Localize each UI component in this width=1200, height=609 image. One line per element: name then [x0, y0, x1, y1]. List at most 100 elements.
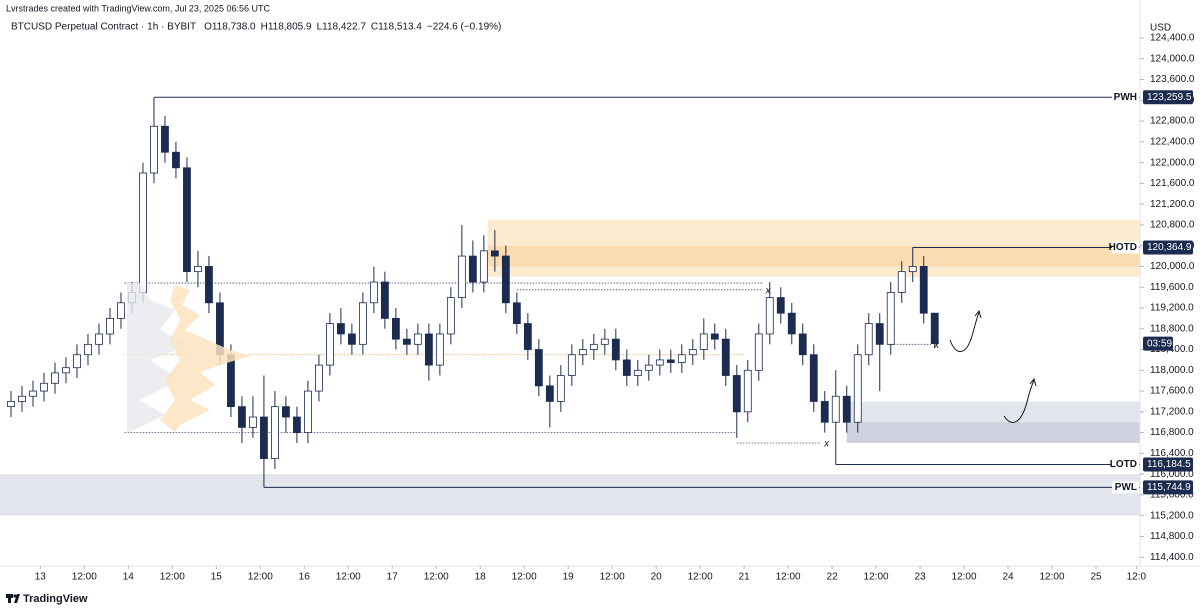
- candle-body: [271, 406, 279, 459]
- level-label: PWH: [1114, 92, 1137, 103]
- x-tick-label: 12:00: [248, 572, 273, 583]
- x-tick-label: 12:00: [160, 572, 185, 583]
- candle-body: [402, 338, 411, 345]
- candle-body: [172, 151, 180, 169]
- plot-area: x x x: [0, 96, 1140, 516]
- candle-body: [62, 367, 70, 374]
- candle-body: [710, 333, 719, 340]
- level-label: HOTD: [1109, 242, 1137, 253]
- x-tick-label: 12:00: [776, 572, 801, 583]
- ohlc-value: C118,513.4: [371, 22, 422, 33]
- level-label-bg: [1112, 241, 1139, 254]
- level-label-bg: [1112, 481, 1139, 494]
- price-tag-label: 115,744.9: [1147, 482, 1191, 493]
- candle-body: [117, 302, 125, 319]
- y-tick-label: 122,000.0: [1150, 157, 1195, 168]
- candle-body: [831, 395, 840, 423]
- y-tick-label: 119,600.0: [1150, 282, 1194, 293]
- zone: [846, 422, 1140, 443]
- candle-body: [897, 271, 906, 293]
- candle-body: [919, 266, 928, 314]
- x-tick-label: 17: [387, 572, 399, 583]
- candle-body: [578, 349, 587, 356]
- candle-body: [369, 281, 378, 304]
- candle-body: [457, 255, 466, 299]
- level-label-bg: [1112, 458, 1139, 471]
- y-tick-label: 120,000.0: [1150, 261, 1195, 272]
- y-tick-label: 118,800.0: [1150, 323, 1194, 334]
- marker: x: [764, 285, 771, 296]
- y-tick-label: 124,000.0: [1150, 53, 1195, 64]
- candle-body: [29, 390, 37, 397]
- x-tick-label: 25: [1090, 572, 1102, 583]
- candle-body: [238, 406, 246, 428]
- y-tick-label: 117,200.0: [1150, 406, 1194, 417]
- candle-body: [18, 395, 26, 402]
- candle-body: [512, 302, 521, 324]
- y-tick-label: 118,000.0: [1150, 365, 1194, 376]
- x-tick-label: 14: [123, 572, 135, 583]
- candle-body: [798, 333, 807, 356]
- candle-body: [424, 333, 433, 366]
- arrow: [949, 311, 980, 352]
- candle-body: [194, 266, 202, 273]
- y-tick-label: 114,400.0: [1150, 552, 1194, 563]
- candle-body: [809, 354, 818, 402]
- candle-body: [842, 395, 851, 423]
- y-tick-label: 120,800.0: [1150, 220, 1195, 231]
- candle-body: [787, 312, 796, 335]
- x-tick-label: 22: [827, 572, 839, 583]
- candle-body: [567, 354, 576, 376]
- y-tick-label: 116,800.0: [1150, 427, 1194, 438]
- candle-body: [337, 323, 345, 335]
- y-tick-label: 121,600.0: [1150, 178, 1195, 189]
- tv-logo: [6, 594, 20, 603]
- y-tick-label: 115,200.0: [1150, 510, 1194, 521]
- arrow-head: [974, 309, 982, 319]
- candle-body: [249, 416, 257, 428]
- candle-body: [864, 323, 873, 356]
- candle-body: [260, 416, 268, 459]
- candle-body: [468, 255, 477, 283]
- x-tick-label: 12:00: [424, 572, 449, 583]
- ohlc-value: H118,805.9: [261, 22, 312, 33]
- y-tick-label: 116,000.0: [1150, 469, 1194, 480]
- candle-body: [875, 323, 884, 345]
- x-tick-label: 12:00: [512, 572, 537, 583]
- candle-body: [7, 401, 15, 408]
- x-tick-label: 24: [1002, 572, 1014, 583]
- candle-body: [501, 255, 510, 304]
- volume-profile: [160, 285, 250, 432]
- x-tick-label: 19: [563, 572, 575, 583]
- countdown-tag: [1143, 336, 1173, 351]
- marker: x: [933, 340, 940, 351]
- candle-body: [326, 323, 334, 366]
- candle-body: [358, 302, 367, 345]
- zone: [0, 474, 1140, 516]
- price-tag: [1143, 90, 1193, 105]
- candle-body: [106, 317, 114, 335]
- y-tick-label: 122,800.0: [1150, 116, 1195, 127]
- candle-body: [600, 338, 609, 345]
- x-tick-label: 12:00: [952, 572, 977, 583]
- marker: x: [823, 439, 830, 450]
- candle-body: [150, 125, 158, 174]
- x-tick-label: 13: [35, 572, 47, 583]
- candle-body: [304, 390, 312, 434]
- candle-body: [666, 359, 675, 363]
- candle-body: [677, 354, 686, 363]
- candle-body: [589, 343, 598, 350]
- candle-body: [644, 364, 653, 371]
- candle-body: [655, 359, 664, 366]
- candle-body: [490, 250, 499, 257]
- y-tick-label: 117,600.0: [1150, 386, 1194, 397]
- x-tick-label: 12:00: [600, 572, 625, 583]
- candle-body: [227, 354, 235, 408]
- y-tick-label: 114,800.0: [1150, 531, 1194, 542]
- y-tick-label: 116,400.0: [1150, 448, 1194, 459]
- axis-unit: USD: [1150, 23, 1171, 34]
- candle-body: [95, 333, 103, 345]
- price-tag-label: 120,364.9: [1147, 242, 1192, 253]
- level-label: LOTD: [1110, 459, 1137, 470]
